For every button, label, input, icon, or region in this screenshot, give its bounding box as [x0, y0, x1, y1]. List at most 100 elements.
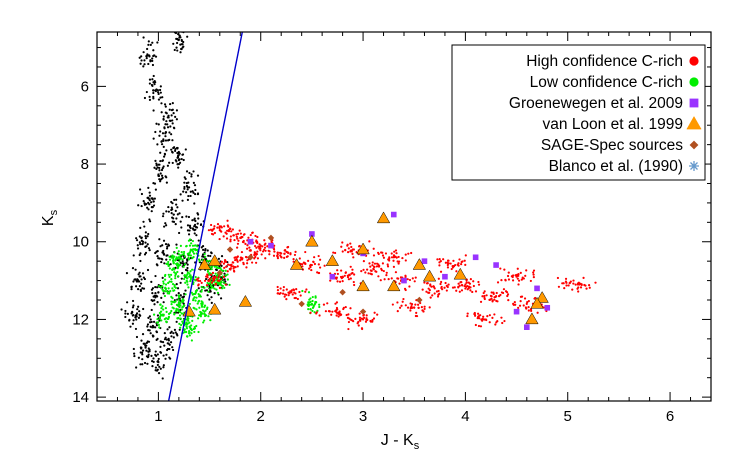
- low-confidence-c-rich-point: [206, 270, 210, 273]
- o-rich-other-sources-point: [147, 353, 150, 356]
- high-confidence-c-rich-point: [214, 275, 217, 279]
- high-confidence-c-rich-point: [312, 260, 315, 264]
- o-rich-other-sources-point: [135, 237, 138, 240]
- high-confidence-c-rich-point: [453, 286, 456, 289]
- o-rich-other-sources-point: [151, 78, 154, 81]
- high-confidence-c-rich-point: [328, 310, 331, 313]
- o-rich-other-sources-point: [176, 37, 179, 41]
- high-confidence-c-rich-point: [412, 306, 416, 309]
- high-confidence-c-rich-point: [482, 291, 485, 295]
- o-rich-other-sources-point: [150, 308, 153, 312]
- low-confidence-c-rich-point: [169, 273, 173, 276]
- o-rich-other-sources-point: [180, 157, 183, 161]
- high-confidence-c-rich-point: [477, 324, 481, 328]
- low-confidence-c-rich-point: [207, 290, 210, 293]
- high-confidence-c-rich-point: [197, 277, 200, 280]
- o-rich-other-sources-point: [147, 43, 150, 46]
- high-confidence-c-rich-point: [237, 239, 240, 242]
- high-confidence-c-rich-point: [562, 282, 565, 285]
- o-rich-other-sources-point: [165, 181, 168, 184]
- o-rich-other-sources-point: [183, 187, 186, 190]
- o-rich-other-sources-point: [170, 330, 173, 333]
- o-rich-other-sources-point: [146, 268, 150, 272]
- o-rich-other-sources-point: [193, 232, 196, 235]
- o-rich-other-sources-point: [143, 96, 147, 100]
- high-confidence-c-rich-point: [335, 311, 339, 314]
- o-rich-other-sources-point: [147, 186, 150, 189]
- high-confidence-c-rich-point: [276, 251, 279, 254]
- high-confidence-c-rich-point: [578, 283, 581, 286]
- o-rich-other-sources-point: [159, 351, 163, 354]
- low-confidence-c-rich-point: [195, 296, 198, 299]
- high-confidence-c-rich-point: [218, 226, 221, 230]
- o-rich-other-sources-point: [170, 212, 173, 215]
- o-rich-other-sources-point: [138, 285, 141, 288]
- o-rich-other-sources-point: [156, 360, 160, 363]
- low-confidence-c-rich-point: [179, 326, 182, 329]
- low-confidence-c-rich-point: [198, 259, 201, 263]
- low-confidence-c-rich-point: [206, 281, 209, 285]
- high-confidence-c-rich-point: [574, 283, 577, 286]
- high-confidence-c-rich-point: [309, 264, 312, 267]
- low-confidence-c-rich-point: [174, 274, 177, 278]
- low-confidence-c-rich-point: [311, 295, 314, 299]
- o-rich-other-sources-point: [162, 301, 165, 304]
- o-rich-other-sources-point: [155, 167, 158, 171]
- o-rich-other-sources-point: [137, 273, 140, 276]
- van-loon-et-al-1999-point: [412, 258, 427, 270]
- o-rich-other-sources-point: [165, 120, 168, 123]
- low-confidence-c-rich-point: [208, 259, 211, 262]
- high-confidence-c-rich-point: [279, 254, 282, 257]
- low-confidence-c-rich-point: [190, 339, 193, 342]
- high-confidence-c-rich-point: [463, 284, 466, 288]
- high-confidence-c-rich-point: [472, 280, 475, 283]
- low-confidence-c-rich-point: [158, 326, 161, 329]
- high-confidence-c-rich-point: [363, 316, 366, 319]
- o-rich-other-sources-point: [168, 161, 171, 164]
- high-confidence-c-rich-point: [422, 310, 425, 313]
- legend-marker-blanco-et-al-1990: [689, 161, 699, 171]
- high-confidence-c-rich-point: [234, 258, 237, 262]
- high-confidence-c-rich-point: [479, 300, 483, 303]
- low-confidence-c-rich-point: [306, 303, 309, 306]
- high-confidence-c-rich-point: [217, 276, 220, 279]
- high-confidence-c-rich-point: [285, 298, 288, 301]
- high-confidence-c-rich-point: [223, 259, 227, 262]
- low-confidence-c-rich-point: [210, 268, 213, 271]
- high-confidence-c-rich-point: [302, 261, 305, 264]
- high-confidence-c-rich-point: [258, 243, 261, 246]
- o-rich-other-sources-point: [201, 255, 204, 258]
- high-confidence-c-rich-point: [346, 243, 349, 246]
- o-rich-other-sources-point: [130, 285, 133, 288]
- high-confidence-c-rich-point: [371, 318, 374, 322]
- o-rich-other-sources-point: [140, 192, 144, 196]
- low-confidence-c-rich-point: [173, 289, 176, 292]
- high-confidence-c-rich-point: [512, 302, 515, 305]
- low-confidence-c-rich-point: [167, 264, 170, 267]
- o-rich-other-sources-point: [196, 192, 200, 195]
- o-rich-other-sources-point: [154, 159, 157, 162]
- high-confidence-c-rich-point: [404, 259, 407, 262]
- o-rich-other-sources-point: [177, 291, 180, 295]
- o-rich-other-sources-point: [217, 257, 221, 260]
- o-rich-other-sources-point: [164, 111, 167, 114]
- sage-spec-sources-point: [247, 254, 254, 261]
- o-rich-other-sources-point: [174, 147, 177, 151]
- o-rich-other-sources-point: [186, 198, 189, 201]
- low-confidence-c-rich-point: [173, 284, 176, 287]
- low-confidence-c-rich-point: [164, 286, 167, 289]
- o-rich-other-sources-point: [159, 130, 162, 133]
- y-axis-label-main: K: [40, 215, 57, 226]
- low-confidence-c-rich-point: [216, 291, 220, 294]
- o-rich-other-sources-point: [176, 206, 179, 209]
- o-rich-other-sources-point: [144, 231, 147, 234]
- o-rich-other-sources-point: [166, 328, 169, 331]
- high-confidence-c-rich-point: [197, 279, 200, 282]
- low-confidence-c-rich-point: [163, 274, 167, 278]
- high-confidence-c-rich-point: [474, 323, 477, 327]
- o-rich-other-sources-point: [158, 238, 161, 241]
- low-confidence-c-rich-point: [171, 287, 174, 290]
- low-confidence-c-rich-point: [179, 254, 182, 257]
- high-confidence-c-rich-point: [292, 288, 296, 292]
- high-confidence-c-rich-point: [329, 279, 332, 282]
